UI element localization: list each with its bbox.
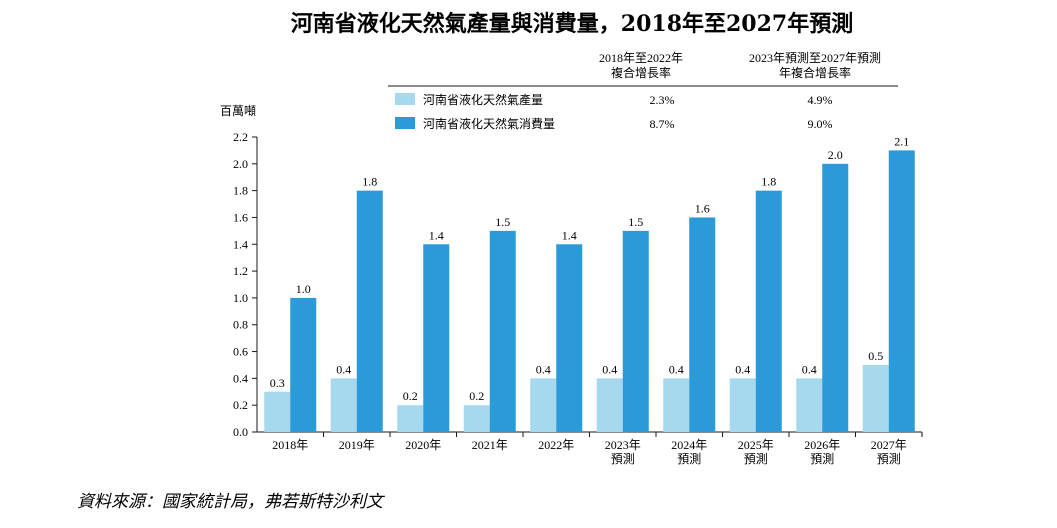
- legend-label-production: 河南省液化天然氣產量: [423, 92, 543, 107]
- y-tick-label: 1.2: [233, 264, 248, 278]
- x-tick-label-forecast: 預測: [744, 452, 768, 466]
- y-tick-label: 1.6: [233, 210, 248, 224]
- bar-production: [463, 405, 490, 432]
- x-tick-label: 2021年: [472, 438, 508, 452]
- bar-consumption: [489, 230, 516, 432]
- y-tick-label: 0.6: [233, 345, 248, 359]
- y-axis-unit: 百萬噸: [220, 104, 256, 118]
- y-tick-label: 2.0: [233, 157, 248, 171]
- bar-production: [530, 378, 557, 432]
- y-tick-label: 0.0: [233, 425, 248, 439]
- x-tick-label: 2022年: [538, 438, 574, 452]
- bar-consumption: [689, 217, 716, 432]
- legend-header-hist-line2: 複合增長率: [611, 65, 671, 80]
- y-tick-label: 1.0: [233, 291, 248, 305]
- data-label-consumption: 1.4: [429, 228, 444, 242]
- bar-production: [862, 364, 889, 432]
- bar-consumption: [822, 163, 849, 432]
- legend-cagr-hist-production: 2.3%: [650, 93, 675, 107]
- x-tick-label-forecast: 預測: [611, 452, 635, 466]
- bar-production: [796, 378, 823, 432]
- legend-cagr-hist-consumption: 8.7%: [650, 117, 675, 131]
- x-axis-labels: 2018年 2019年 2020年 2021年 2022年 2023年預測2024年預測2…: [272, 438, 907, 466]
- data-label-consumption: 2.1: [894, 134, 909, 148]
- bar-production: [663, 378, 690, 432]
- legend-header-hist-line1: 2018年至2022年: [599, 51, 683, 65]
- bar-consumption: [888, 150, 915, 432]
- data-label-production: 0.2: [403, 389, 418, 403]
- y-tick-label: 1.8: [233, 184, 248, 198]
- legend-swatch-consumption: [395, 117, 415, 129]
- data-label-production: 0.4: [669, 362, 684, 376]
- legend-swatch-production: [395, 93, 415, 105]
- x-tick-label: 2025年: [738, 438, 774, 452]
- data-label-consumption: 1.0: [296, 282, 311, 296]
- x-tick-label: 2019年: [339, 438, 375, 452]
- x-tick-label-forecast: 預測: [677, 452, 701, 466]
- y-tick-label: 2.2: [233, 130, 248, 144]
- data-label-production: 0.2: [469, 389, 484, 403]
- data-label-consumption: 1.4: [562, 228, 577, 242]
- legend-cagr-fcst-production: 4.9%: [808, 93, 833, 107]
- x-tick-label: 2020年: [405, 438, 441, 452]
- y-tick-label: 0.8: [233, 318, 248, 332]
- bar-consumption: [290, 297, 317, 432]
- bar-consumption: [622, 230, 649, 432]
- data-label-production: 0.4: [602, 362, 617, 376]
- bar-consumption: [423, 244, 450, 432]
- y-tick-label: 0.4: [233, 371, 248, 385]
- legend-header-fcst-line1: 2023年預測至2027年預測: [749, 51, 881, 65]
- x-tick-label-forecast: 預測: [877, 452, 901, 466]
- data-label-consumption: 1.8: [362, 175, 377, 189]
- source-note: 資料來源：國家統計局，弗若斯特沙利文: [77, 492, 386, 512]
- bars: 0.3 1.0 0.4 1.8 0.2 1.4 0.2 1.5 0.4 1.4 0.4 1.5 0.4 1…: [264, 134, 915, 432]
- data-label-consumption: 2.0: [828, 148, 843, 162]
- data-label-production: 0.3: [270, 376, 285, 390]
- data-label-consumption: 1.5: [495, 215, 510, 229]
- data-label-production: 0.4: [802, 362, 817, 376]
- bar-production: [330, 378, 357, 432]
- data-label-consumption: 1.8: [761, 175, 776, 189]
- data-label-consumption: 1.6: [695, 201, 710, 215]
- x-tick-label: 2024年: [671, 438, 707, 452]
- legend-header-fcst-line2: 年複合增長率: [779, 65, 851, 80]
- x-tick-label: 2018年: [272, 438, 308, 452]
- chart-title: 河南省液化天然氣產量與消費量，2018年至2027年預測: [291, 11, 853, 37]
- legend: 2018年至2022年 複合增長率 2023年預測至2027年預測 年複合增長率…: [388, 51, 898, 131]
- bar-production: [264, 391, 291, 432]
- x-tick-label: 2027年: [871, 438, 907, 452]
- bar-consumption: [556, 244, 583, 432]
- data-label-consumption: 1.5: [628, 215, 643, 229]
- data-label-production: 0.5: [868, 349, 883, 363]
- legend-label-consumption: 河南省液化天然氣消費量: [423, 116, 555, 131]
- legend-cagr-fcst-consumption: 9.0%: [808, 117, 833, 131]
- bar-consumption: [755, 190, 782, 432]
- y-tick-label: 1.4: [233, 237, 248, 251]
- data-label-production: 0.4: [735, 362, 750, 376]
- bar-production: [729, 378, 756, 432]
- x-tick-label: 2023年: [605, 438, 641, 452]
- bar-production: [397, 405, 424, 432]
- bar-production: [596, 378, 623, 432]
- data-label-production: 0.4: [336, 362, 351, 376]
- x-tick-label-forecast: 預測: [810, 452, 834, 466]
- y-tick-label: 0.2: [233, 398, 248, 412]
- bar-consumption: [356, 190, 383, 432]
- data-label-production: 0.4: [536, 362, 551, 376]
- x-tick-label: 2026年: [804, 438, 840, 452]
